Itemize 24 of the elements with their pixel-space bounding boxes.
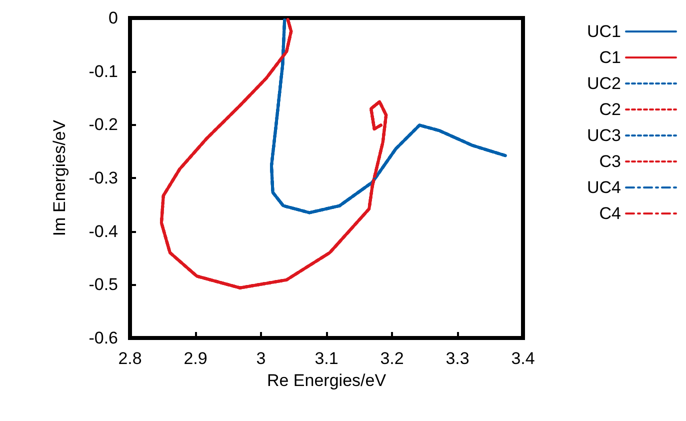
legend-label: C2	[599, 100, 621, 119]
y-tick-label: -0.6	[88, 328, 118, 348]
x-tick-label: 2.8	[118, 349, 142, 368]
legend-label: UC4	[586, 178, 621, 197]
legend-label: C4	[599, 204, 621, 223]
y-tick-label: -0.5	[88, 275, 118, 294]
x-tick-label: 3.3	[446, 349, 470, 368]
legend-label: C3	[599, 152, 621, 171]
y-tick-label: 0	[108, 8, 118, 28]
y-tick-label: -0.4	[88, 222, 118, 241]
x-axis-title: Re Energies/eV	[266, 371, 387, 390]
legend-label: UC1	[586, 22, 621, 41]
legend-label: C1	[599, 48, 621, 67]
y-tick-label: -0.2	[88, 115, 118, 134]
y-tick-label: -0.1	[88, 62, 118, 81]
x-tick-label: 3	[256, 349, 266, 368]
x-tick-label: 3.1	[314, 349, 338, 368]
x-tick-label: 3.2	[380, 349, 404, 368]
legend-label: UC3	[586, 126, 621, 145]
y-tick-label: -0.3	[88, 168, 118, 188]
legend-label: UC2	[586, 74, 621, 93]
x-tick-label: 3.4	[511, 349, 535, 368]
x-tick-label: 2.9	[184, 349, 208, 368]
y-axis-title: Im Energies/eV	[50, 119, 69, 236]
